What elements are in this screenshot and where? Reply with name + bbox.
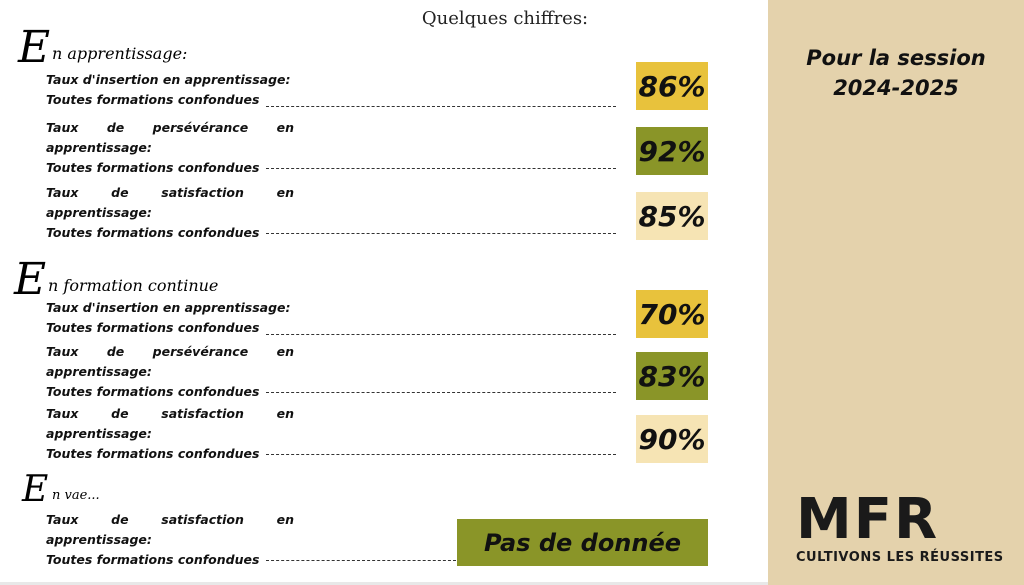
row-label-line2: apprentissage: <box>46 140 152 155</box>
dotted-leader <box>266 233 616 234</box>
row-label-line2: Toutes formations confondues <box>46 92 260 107</box>
row-label-line2: apprentissage: <box>46 364 152 379</box>
stat-row: Taux d'insertion en apprentissage: Toute… <box>46 298 616 356</box>
word: Taux <box>46 344 79 359</box>
row-label-line3: Toutes formations confondues <box>46 160 260 175</box>
stat-row: Taux de persévérance en apprentissage: T… <box>46 118 616 176</box>
row-label-line1: Taux de satisfaction en <box>46 404 294 424</box>
row-label-line2: apprentissage: <box>46 532 152 547</box>
section-initial: E <box>18 22 51 73</box>
dotted-leader <box>266 106 616 107</box>
row-label-line2: apprentissage: <box>46 426 152 441</box>
row-label-line3: Toutes formations confondues <box>46 225 260 240</box>
word: Taux <box>46 406 79 421</box>
row-label-line3: Toutes formations confondues <box>46 446 260 461</box>
word: satisfaction <box>161 512 244 527</box>
row-label-line2: apprentissage: <box>46 205 152 220</box>
word: en <box>276 185 294 200</box>
dotted-leader <box>266 168 616 169</box>
word: de <box>111 185 129 200</box>
row-label-line2: Toutes formations confondues <box>46 320 260 335</box>
logo-tagline: CULTIVONS LES RÉUSSITES <box>796 550 1004 565</box>
row-label-line3: Toutes formations confondues <box>46 552 260 567</box>
word: satisfaction <box>161 185 244 200</box>
word: en <box>276 120 294 135</box>
section-initial: E <box>22 469 49 510</box>
word: Taux <box>46 512 79 527</box>
page-title: Quelques chiffres: <box>421 8 589 29</box>
word: de <box>106 344 125 359</box>
row-label-line1: Taux d'insertion en apprentissage: <box>46 72 291 87</box>
word: persévérance <box>152 344 249 359</box>
session-title-line2: 2024-2025 <box>833 76 959 100</box>
mfr-logo: MFR CULTIVONS LES RÉUSSITES <box>796 488 1016 576</box>
bottom-divider <box>0 582 768 585</box>
value-badge: 92% <box>636 127 708 175</box>
dotted-leader <box>266 392 616 393</box>
stat-row: Taux de satisfaction en apprentissage: T… <box>46 404 616 462</box>
row-label-line1: Taux de satisfaction en <box>46 183 294 203</box>
row-label-line1: Taux de persévérance en <box>46 118 294 138</box>
row-label-line1: Taux d'insertion en apprentissage: <box>46 300 291 315</box>
word: en <box>276 344 294 359</box>
word: de <box>111 406 129 421</box>
no-data-badge: Pas de donnée <box>457 519 708 566</box>
value-badge: 70% <box>636 290 708 338</box>
word: de <box>111 512 129 527</box>
dotted-leader <box>266 454 616 455</box>
stat-row: Taux d'insertion en apprentissage: Toute… <box>46 70 616 128</box>
section-title: n apprentissage: <box>52 44 188 63</box>
word: satisfaction <box>161 406 244 421</box>
value-badge: 90% <box>636 415 708 463</box>
word: Taux <box>46 185 79 200</box>
word: persévérance <box>152 120 249 135</box>
section-title: n formation continue <box>48 276 219 295</box>
word: de <box>106 120 125 135</box>
section-initial: E <box>14 254 47 305</box>
row-label-line3: Toutes formations confondues <box>46 384 260 399</box>
value-badge: 83% <box>636 352 708 400</box>
logo-wordmark: MFR <box>796 487 940 552</box>
row-label-line1: Taux de persévérance en <box>46 342 294 362</box>
session-title-line1: Pour la session <box>806 46 986 70</box>
stat-row: Taux de satisfaction en apprentissage: T… <box>46 183 616 241</box>
word: Taux <box>46 120 79 135</box>
stat-row: Taux de persévérance en apprentissage: T… <box>46 342 616 400</box>
word: en <box>276 512 294 527</box>
dotted-leader <box>266 334 616 335</box>
sidebar: Pour la session 2024-2025 <box>768 0 1024 585</box>
main-panel: Quelques chiffres: E n apprentissage: Ta… <box>0 8 768 585</box>
row-label-line1: Taux de satisfaction en <box>46 510 294 530</box>
value-badge: 85% <box>636 192 708 240</box>
stat-row: Taux de satisfaction en apprentissage: T… <box>46 510 466 568</box>
section-title: n vae... <box>52 488 100 503</box>
dotted-leader <box>266 560 456 561</box>
word: en <box>276 406 294 421</box>
value-badge: 86% <box>636 62 708 110</box>
